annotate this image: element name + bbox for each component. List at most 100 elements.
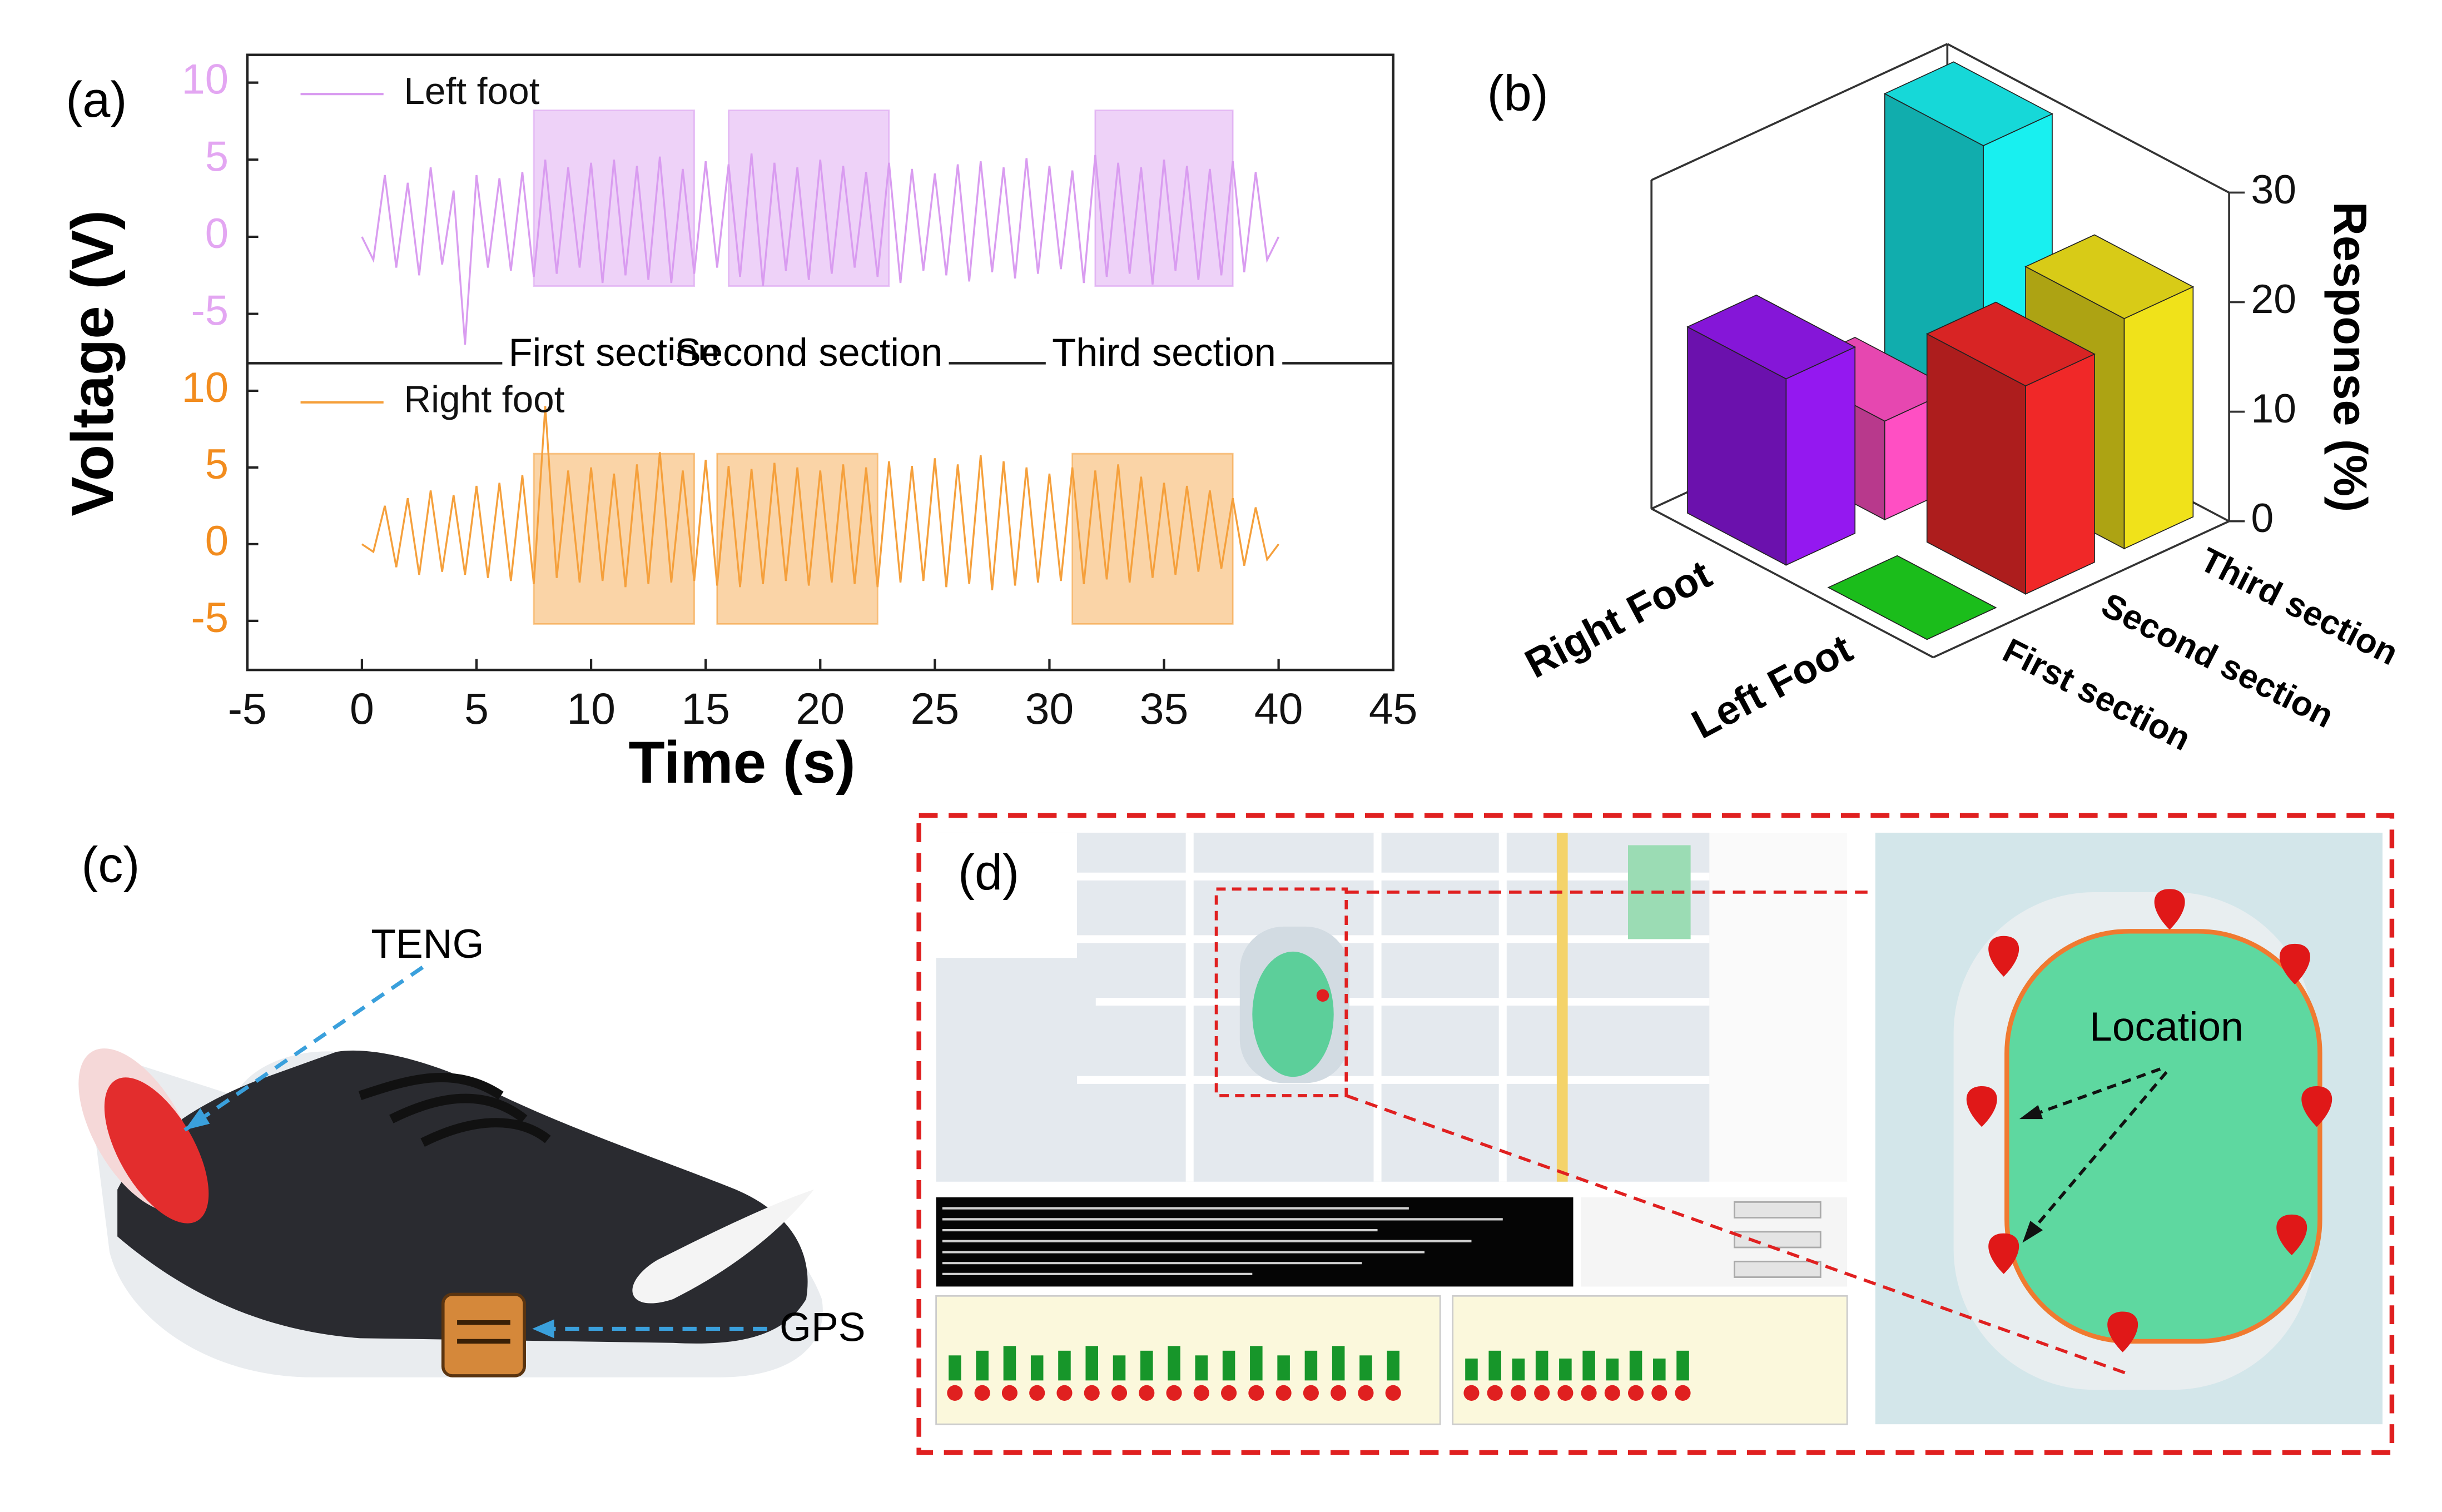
label-bg — [502, 360, 726, 366]
signal-bar — [1113, 1355, 1126, 1381]
label-bg — [1045, 360, 1283, 366]
track — [1252, 951, 1334, 1077]
signal-dot — [1056, 1385, 1073, 1401]
signal-bar — [949, 1355, 961, 1381]
signal-dot — [1303, 1385, 1319, 1401]
pin — [2154, 889, 2185, 930]
signal-bar — [1559, 1358, 1572, 1381]
bar-top — [1925, 301, 2096, 387]
z-axis-title: Response (%) — [2324, 202, 2376, 512]
panel-label: (d) — [958, 845, 1019, 901]
map-pin — [1316, 989, 1329, 1002]
x-tick-label: 30 — [1025, 684, 1074, 733]
signal-dot — [1604, 1385, 1620, 1401]
screenshot — [916, 813, 2395, 1455]
pin — [2107, 1311, 2138, 1352]
console-lines — [942, 1207, 1503, 1276]
location-arrow — [2025, 1067, 2161, 1120]
signal-bar — [1629, 1350, 1642, 1381]
signal-bar — [1058, 1350, 1071, 1381]
x-tick-label: 20 — [796, 684, 845, 733]
upper — [117, 1050, 808, 1344]
arrow-head — [185, 1108, 210, 1130]
signal-line — [361, 406, 1279, 590]
gps-signal-panel — [935, 1295, 1441, 1425]
y-tick-label: 10 — [181, 364, 229, 411]
y-axis-title: Voltage (V) — [59, 210, 126, 516]
x-axis-title: Time (s) — [628, 729, 855, 795]
arrow-head — [532, 1319, 554, 1339]
teng — [104, 1077, 209, 1223]
signal-line — [361, 153, 1280, 345]
signal-bar — [1606, 1358, 1619, 1381]
z-tick-label: 0 — [2251, 495, 2274, 541]
bar-top — [1827, 555, 1997, 640]
signal-dot — [947, 1385, 963, 1401]
gps-module — [441, 1292, 526, 1377]
section-label: Third section — [1052, 330, 1276, 374]
shoe-photo — [78, 966, 823, 1377]
signal-dot — [1221, 1385, 1237, 1401]
signal-dot — [974, 1385, 990, 1401]
callout-label: GPS — [780, 1305, 866, 1350]
axis-edge — [1933, 520, 2230, 659]
location-pins — [1966, 889, 2332, 1352]
x-tick-label: 15 — [681, 684, 730, 733]
signal-bar — [1003, 1346, 1016, 1381]
signal-dot — [1166, 1385, 1182, 1401]
signal-dot — [1275, 1385, 1292, 1401]
signal-bar — [1488, 1350, 1501, 1381]
legend-label: Right foot — [404, 379, 564, 421]
signal-dot — [1534, 1385, 1550, 1401]
signal-dot — [1358, 1385, 1374, 1401]
panel-label: (b) — [1487, 66, 1548, 122]
signal-dot — [1581, 1385, 1597, 1401]
foot-label: Left Foot — [1685, 625, 1860, 747]
signal-bar — [1676, 1350, 1689, 1381]
pin — [1988, 1233, 2019, 1274]
y-tick-label: -5 — [191, 287, 229, 335]
zoom-box — [1214, 887, 1348, 1097]
signal-bars — [947, 1346, 1691, 1401]
pin — [1988, 936, 2019, 977]
axis-edge — [1651, 508, 1934, 659]
map-roads — [1076, 832, 1710, 1182]
signal-bar — [1168, 1346, 1180, 1381]
signal-bar — [1359, 1355, 1372, 1381]
signal-dot — [1510, 1385, 1526, 1401]
z-tick-label: 20 — [2251, 276, 2296, 322]
z-tick-label: 30 — [2251, 167, 2296, 212]
bar-top — [2024, 234, 2195, 320]
signal-dot — [1001, 1385, 1018, 1401]
signal-bar — [1582, 1350, 1595, 1381]
y-tick-label: 0 — [205, 210, 229, 257]
bar-front — [2123, 286, 2194, 550]
signal-dot — [1111, 1385, 1128, 1401]
label-bg — [668, 360, 949, 366]
button — [1734, 1201, 1821, 1218]
section-label: Second section — [675, 330, 942, 374]
x-tick-label: 45 — [1369, 684, 1418, 733]
z-tick-label: 10 — [2251, 386, 2296, 431]
button — [1734, 1231, 1821, 1249]
x-tick-label: 0 — [350, 684, 374, 733]
signal-bar — [1030, 1355, 1044, 1381]
teng-arrow — [183, 966, 424, 1132]
pin — [2301, 1086, 2332, 1127]
signal-bar — [1653, 1358, 1666, 1381]
signal-bar — [1222, 1350, 1235, 1381]
signal-dot — [1029, 1385, 1045, 1401]
location-arrow — [2026, 1071, 2168, 1238]
signal-dot — [1248, 1385, 1264, 1401]
signal-bar — [1332, 1346, 1345, 1381]
signal-bar — [1250, 1346, 1263, 1381]
signal-dot — [1084, 1385, 1100, 1401]
signal-bar — [1535, 1350, 1548, 1381]
pin — [2279, 943, 2310, 985]
signal-dot — [1385, 1385, 1401, 1401]
laces — [358, 1073, 551, 1147]
y-tick-label: 10 — [181, 56, 229, 103]
info-panel — [1709, 832, 1848, 1182]
x-tick-label: 5 — [464, 684, 489, 733]
signal-dot — [1487, 1385, 1503, 1401]
